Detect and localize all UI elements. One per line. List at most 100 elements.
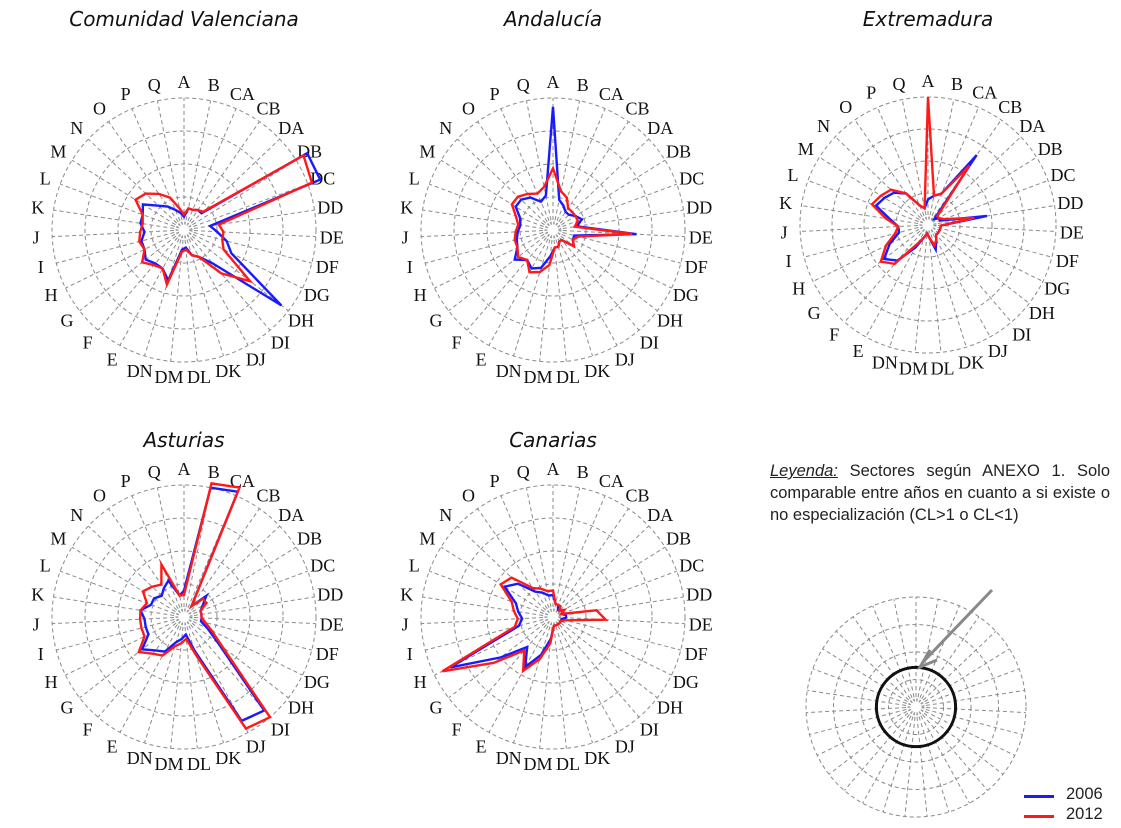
grid-spoke xyxy=(193,183,308,227)
grid-spoke xyxy=(562,230,685,238)
series-line-2006 xyxy=(139,151,322,307)
axis-label-dm: DM xyxy=(899,358,928,378)
grid-ring xyxy=(420,484,686,750)
legend-grid-spoke xyxy=(904,716,916,817)
axis-label-da: DA xyxy=(278,505,304,525)
legend-grid-spoke xyxy=(916,716,928,817)
grid-spoke xyxy=(561,620,672,676)
axis-label-h: H xyxy=(414,285,427,305)
grid-spoke xyxy=(562,570,677,614)
grid-spoke xyxy=(561,546,666,613)
grid-spoke xyxy=(60,570,175,614)
grid-spoke xyxy=(193,209,315,229)
axis-label-l: L xyxy=(787,165,798,185)
grid-spoke xyxy=(562,232,681,264)
grid-spoke xyxy=(193,596,315,616)
axis-label-di: DI xyxy=(271,332,290,352)
axis-label-q: Q xyxy=(893,74,906,94)
axis-label-j: J xyxy=(402,614,409,634)
grid-spoke xyxy=(186,626,224,744)
grid-spoke xyxy=(929,99,955,216)
axis-label-f: F xyxy=(83,332,93,352)
axis-label-o: O xyxy=(93,486,106,506)
grid-spoke xyxy=(422,596,544,616)
axis-label-dk: DK xyxy=(958,352,984,372)
axis-label-di: DI xyxy=(271,719,290,739)
axis-label-g: G xyxy=(429,698,442,718)
axis-label-dl: DL xyxy=(187,367,211,387)
grid-spoke xyxy=(119,238,180,346)
grid-spoke xyxy=(97,624,178,718)
legend-grid-spoke xyxy=(872,605,913,699)
grid-spoke xyxy=(466,624,547,718)
grid-spoke xyxy=(192,159,297,226)
grid-spoke xyxy=(559,138,650,224)
grid-spoke xyxy=(79,622,177,699)
grid-spoke xyxy=(184,626,198,749)
grid-spoke xyxy=(52,617,175,625)
axis-label-dg: DG xyxy=(673,672,699,692)
axis-label-e: E xyxy=(107,736,118,756)
grid-spoke xyxy=(557,238,618,346)
legend-grid-ring xyxy=(860,651,972,763)
legend-grid-spoke xyxy=(925,689,1025,706)
legend-threshold-circle xyxy=(874,665,958,749)
axis-label-dh: DH xyxy=(288,698,314,718)
grid-spoke xyxy=(937,180,1049,222)
axis-label-de: DE xyxy=(320,227,344,247)
grid-spoke xyxy=(108,121,179,223)
legend-grid-spoke xyxy=(817,710,908,756)
axis-label-g: G xyxy=(429,311,442,331)
legend-example-diagram xyxy=(805,588,1027,818)
grid-spoke xyxy=(421,230,544,238)
grid-spoke xyxy=(56,232,175,264)
axis-label-dd: DD xyxy=(317,198,343,218)
grid-spoke xyxy=(937,227,1053,258)
axis-label-dn: DN xyxy=(496,748,522,768)
axis-label-g: G xyxy=(60,698,73,718)
grid-spoke xyxy=(560,235,658,312)
series-line-2012 xyxy=(870,96,975,266)
axis-label-da: DA xyxy=(647,505,673,525)
axis-label-dh: DH xyxy=(657,698,683,718)
legend-grid-spoke xyxy=(919,605,960,699)
grid-spoke xyxy=(807,180,919,222)
grid-spoke xyxy=(877,107,925,217)
grid-spoke xyxy=(119,625,180,733)
grid-spoke xyxy=(936,156,1037,221)
axis-label-df: DF xyxy=(316,257,339,277)
axis-label-b: B xyxy=(951,74,963,94)
grid-spoke xyxy=(65,620,176,676)
legend-grid-spoke xyxy=(918,716,950,813)
axis-label-df: DF xyxy=(316,644,339,664)
grid-spoke xyxy=(934,232,1012,323)
grid-spoke xyxy=(500,108,550,222)
grid-spoke xyxy=(190,138,281,224)
grid-spoke xyxy=(854,119,923,218)
axis-label-n: N xyxy=(70,118,83,138)
axis-label-f: F xyxy=(452,719,462,739)
axis-label-q: Q xyxy=(148,75,161,95)
grid-spoke xyxy=(192,546,297,613)
grid-spoke xyxy=(513,239,551,357)
grid-spoke xyxy=(187,108,237,222)
axis-label-dl: DL xyxy=(931,358,955,378)
grid-spoke xyxy=(561,159,666,226)
axis-label-f: F xyxy=(452,332,462,352)
legend-grid-spoke xyxy=(925,707,1026,714)
grid-spoke xyxy=(190,237,271,331)
grid-spoke xyxy=(800,225,919,232)
grid-spoke xyxy=(558,508,629,610)
grid-spoke xyxy=(562,596,684,616)
legend-grid-spoke xyxy=(852,616,911,700)
axis-label-db: DB xyxy=(666,142,691,162)
axis-label-da: DA xyxy=(1019,116,1045,136)
grid-spoke xyxy=(440,159,545,226)
axis-label-e: E xyxy=(476,736,487,756)
axis-label-dg: DG xyxy=(304,672,330,692)
axis-label-l: L xyxy=(409,556,420,576)
axis-label-n: N xyxy=(439,118,452,138)
